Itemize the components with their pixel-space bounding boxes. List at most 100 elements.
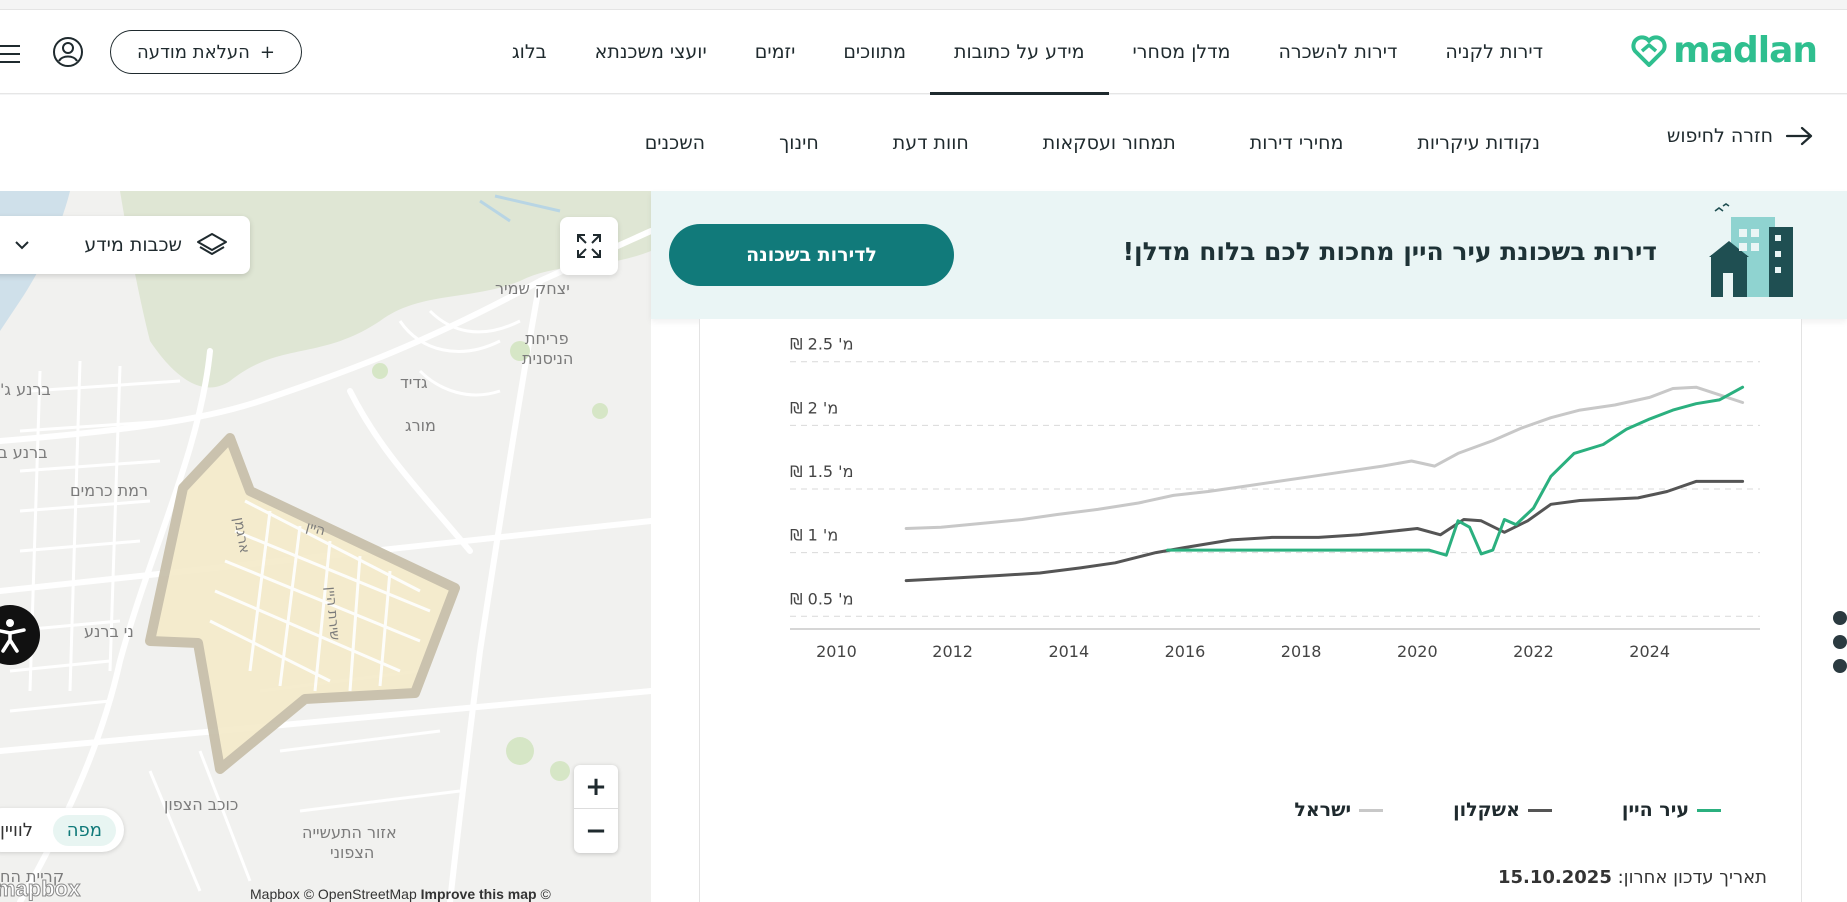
zoom-in-button[interactable]: +: [574, 765, 618, 809]
x-tick-label: 2012: [932, 642, 973, 661]
map-canvas: [0, 191, 651, 902]
back-to-search-link[interactable]: חזרה לחיפוש: [1667, 125, 1813, 147]
logo-heart-icon: [1631, 34, 1667, 67]
tab-highlights[interactable]: נקודות עיקריות: [1417, 132, 1540, 154]
tab-apartment-prices[interactable]: מחירי דירות: [1249, 132, 1344, 154]
x-tick-label: 2024: [1629, 642, 1670, 661]
legend-item[interactable]: ישראל: [1294, 799, 1384, 821]
map-label-area: גדיד: [400, 373, 428, 392]
view-map-option[interactable]: מפה: [52, 814, 116, 846]
y-tick-label: ₪ מ' 1.5: [790, 462, 853, 481]
series-line: [904, 385, 1745, 530]
mapbox-logo: mapbox: [0, 876, 81, 902]
map-label-area: ני ברנע: [84, 622, 134, 641]
attribution-text[interactable]: Mapbox © OpenStreetMap: [250, 886, 417, 902]
nav-developers[interactable]: יזמים: [754, 41, 796, 63]
map-label-area: אזור התעשייה: [302, 823, 397, 842]
copyright-symbol: ©: [540, 886, 551, 902]
legend-swatch: [1527, 808, 1552, 812]
legend-label: אשקלון: [1453, 799, 1520, 821]
site-header: madlan דירות לקניה דירות להשכרה מדלן מסח…: [0, 10, 1847, 95]
section-subnav: חזרה לחיפוש נקודות עיקריות מחירי דירות ת…: [0, 95, 1847, 191]
neighborhood-map[interactable]: יצחק שמיר פריחת הניסנית גדיד מורג ברנע ג…: [0, 191, 651, 902]
pagination-dot[interactable]: [1833, 611, 1847, 625]
fullscreen-button[interactable]: [560, 217, 618, 275]
y-tick-label: ₪ מ' 0.5: [790, 589, 853, 608]
y-tick-label: ₪ מ' 2: [790, 398, 838, 417]
expand-icon: [577, 234, 601, 258]
zoom-out-button[interactable]: −: [585, 816, 607, 846]
nav-buy[interactable]: דירות לקניה: [1445, 41, 1543, 63]
tab-education[interactable]: חינוך: [779, 132, 819, 154]
legend-label: עיר היין: [1621, 799, 1689, 821]
back-label: חזרה לחיפוש: [1666, 125, 1773, 147]
chart-legend: עיר היין אשקלון ישראל: [1294, 799, 1721, 821]
map-layers-dropdown[interactable]: שכבות מידע: [0, 216, 250, 274]
neighborhood-listings-button[interactable]: לדירות בשכונה: [669, 224, 954, 286]
legend-item[interactable]: עיר היין: [1622, 799, 1721, 821]
improve-map-link[interactable]: Improve this map: [420, 886, 537, 902]
tab-reviews[interactable]: חוות דעת: [892, 132, 969, 154]
map-label-area: ברנע ג': [0, 380, 51, 399]
nav-mortgage-advisors[interactable]: יועצי משכנתא: [594, 41, 707, 63]
subnav-tabs: נקודות עיקריות מחירי דירות תמחור ועסקאות…: [608, 95, 1577, 191]
x-tick-label: 2014: [1048, 642, 1089, 661]
x-tick-label: 2020: [1397, 642, 1438, 661]
y-tick-label: ₪ מ' 1: [790, 526, 838, 545]
accessibility-icon: [0, 619, 26, 653]
last-update: תאריך עדכון אחרון: 15.10.2025: [1498, 867, 1767, 888]
tab-pricing-deals[interactable]: תמחור ועסקאות: [1042, 132, 1176, 154]
legend-swatch: [1359, 808, 1384, 812]
pagination-dots: [1833, 611, 1847, 673]
nav-address-info[interactable]: מידע על כתובות: [929, 10, 1109, 95]
neighborhood-content: דירות בשכונת עיר היין מחכות לכם בלוח מדל…: [651, 191, 1847, 902]
pagination-dot[interactable]: [1833, 635, 1847, 649]
browser-top-strip: [0, 0, 1847, 10]
update-date: 15.10.2025: [1497, 867, 1612, 888]
pagination-dot[interactable]: [1833, 659, 1847, 673]
arrow-right-icon: [1785, 126, 1813, 146]
post-ad-button[interactable]: + העלאת מודעה: [110, 30, 302, 74]
plus-icon: +: [259, 41, 275, 63]
chevron-down-icon: [15, 241, 29, 250]
update-label: תאריך עדכון אחרון:: [1617, 867, 1767, 888]
legend-item[interactable]: אשקלון: [1453, 799, 1552, 821]
tab-neighbors[interactable]: השכנים: [644, 132, 706, 154]
nav-blog[interactable]: בלוג: [511, 41, 547, 63]
layers-icon: [197, 233, 227, 255]
map-attribution: Mapbox © OpenStreetMap Improve this map …: [250, 886, 551, 902]
logo-text: madlan: [1673, 30, 1818, 71]
zoom-controls: + −: [574, 765, 618, 853]
price-trend-card: ₪ מ' 0.5 ₪ מ' 1 ₪ מ' 1.5 ₪ מ' 2 ₪ מ' 2.5 2010…: [699, 319, 1802, 902]
y-tick-label: ₪ מ' 2.5: [790, 335, 853, 354]
map-label-area: מורג: [405, 416, 436, 435]
nav-rent[interactable]: דירות להשכרה: [1278, 41, 1398, 63]
nav-commercial[interactable]: מדלן מסחרי: [1132, 41, 1231, 63]
banner-text: דירות בשכונת עיר היין מחכות לכם בלוח מדל…: [1122, 237, 1657, 266]
legend-label: ישראל: [1294, 799, 1352, 821]
nav-agents[interactable]: מתווכים: [843, 41, 906, 63]
listings-banner: דירות בשכונת עיר היין מחכות לכם בלוח מדל…: [651, 191, 1847, 319]
user-account-icon[interactable]: [52, 36, 84, 68]
map-label-area: קריית הח: [0, 867, 65, 886]
map-view-toggle: מפה לוויין: [0, 808, 124, 852]
x-tick-label: 2018: [1281, 642, 1322, 661]
post-ad-label: העלאת מודעה: [137, 41, 250, 63]
series-line: [904, 479, 1745, 583]
series-line: [1166, 385, 1745, 557]
main-nav: דירות לקניה דירות להשכרה מדלן מסחרי מידע…: [488, 10, 1567, 95]
layers-label: שכבות מידע: [84, 234, 182, 256]
map-label-street: יצחק שמיר: [495, 279, 570, 298]
madlan-logo[interactable]: madlan: [1631, 30, 1818, 71]
x-tick-label: 2022: [1513, 642, 1554, 661]
map-label-area: כוכב הצפון: [164, 795, 239, 814]
view-satellite-option[interactable]: לוויין: [0, 819, 33, 841]
map-label-area: ברנע ב': [0, 443, 48, 462]
hamburger-menu-icon[interactable]: [0, 44, 20, 64]
map-label-area: הצפוני: [330, 843, 375, 862]
map-label-area: פריחת: [525, 329, 569, 348]
map-label-area: רמת כרמים: [70, 481, 149, 500]
map-label-area: הניסנית: [522, 349, 574, 368]
legend-swatch: [1697, 808, 1721, 812]
x-tick-label: 2016: [1165, 642, 1206, 661]
